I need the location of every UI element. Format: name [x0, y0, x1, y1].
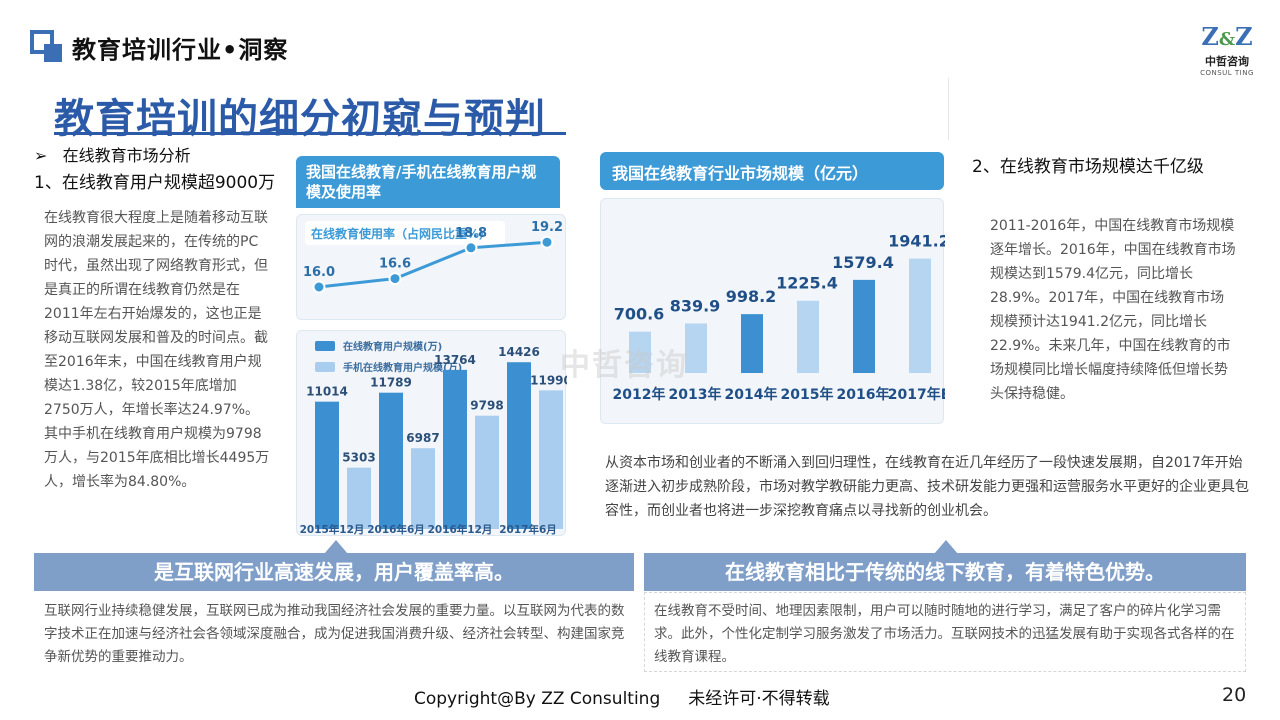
- market-scale-bar: [909, 258, 931, 373]
- watermark: 中哲咨询: [560, 348, 688, 383]
- brand-mark: Z&Z: [1201, 22, 1253, 51]
- reprint-notice: 未经许可·不得转载: [688, 689, 830, 709]
- user-scale-value: 5303: [342, 451, 375, 465]
- user-scale-tick: 2016年6月: [367, 523, 425, 536]
- infographic-b-header: 我国在线教育行业市场规模（亿元）: [600, 152, 944, 190]
- usage-rate-point: [540, 235, 554, 249]
- banner-right: 在线教育相比于传统的线下教育，有着特色优势。: [644, 553, 1246, 591]
- left-paragraph: 在线教育很大程度上是随着移动互联网的浪潮发展起来的，在传统的PC时代，虽然出现了…: [44, 210, 270, 490]
- market-scale-tick: 2015年: [781, 386, 834, 403]
- banner-left: 是互联网行业高速发展，用户覆盖率高。: [34, 553, 634, 591]
- usage-rate-point: [312, 280, 326, 294]
- main-title: 教育培训的细分初窥与预判: [54, 96, 546, 142]
- usage-rate-line-chart: 在线教育使用率（占网民比重%） 16.0 16.6 18.8 19.2: [303, 220, 563, 294]
- market-scale-tick: 2013年: [669, 386, 722, 403]
- market-scale-bar: [797, 300, 819, 373]
- user-scale-bar: [411, 448, 435, 529]
- market-scale-bar: [853, 279, 875, 373]
- user-scale-value: 11990: [530, 373, 567, 387]
- right-paragraph: 2011-2016年，中国在线教育市场规模逐年增长。2016年，中国在线教育市场…: [990, 218, 1236, 402]
- brand-name-cn: 中哲咨询: [1205, 55, 1249, 68]
- user-scale-tick: 2017年6月: [499, 523, 557, 536]
- user-scale-value: 9798: [470, 399, 503, 413]
- infographic-a-header: 我国在线教育/手机在线教育用户规模及使用率: [296, 156, 560, 208]
- usage-rate-title: 在线教育使用率（占网民比重%）: [311, 226, 491, 241]
- legend-swatch: [315, 362, 335, 372]
- brand-name-en: CONSUL TING: [1200, 69, 1254, 77]
- usage-rate-label: 19.2: [531, 220, 563, 235]
- brand-logo: Z&Z 中哲咨询 CONSUL TING: [1196, 22, 1258, 77]
- desc-right: 在线教育不受时间、地理因素限制，用户可以随时随地的进行学习，满足了客户的碎片化学…: [654, 603, 1235, 665]
- header-title: 教育培训行业•洞察: [72, 36, 289, 64]
- usage-rate-label: 16.6: [379, 257, 411, 272]
- legend-swatch: [315, 341, 335, 351]
- user-scale-bar: [443, 369, 467, 529]
- user-scale-value: 14426: [498, 345, 540, 359]
- user-scale-panel: 在线教育用户规模(万) 手机在线教育用户规模(万) 11014 5303 11789 69…: [296, 330, 572, 536]
- market-scale-tick: 2012年: [613, 386, 666, 403]
- market-scale-panel: 700.6 2012年 839.9 2013年 998.2 2014年 1225.4 2015…: [600, 198, 951, 424]
- user-scale-bar: [475, 415, 499, 529]
- market-scale-tick: 2016年: [837, 386, 890, 403]
- usage-rate-line: [318, 240, 548, 289]
- user-scale-axis-labels: 2015年12月 2016年6月 2016年12月 2017年6月: [300, 523, 557, 536]
- market-scale-bar: [741, 314, 763, 373]
- user-scale-tick: 2015年12月: [300, 523, 365, 536]
- title-underline: [54, 132, 566, 135]
- section1-title: 1、在线教育用户规模超9000万: [34, 173, 276, 193]
- usage-rate-point: [388, 272, 402, 286]
- arrow-bullet-icon: ➢: [34, 146, 48, 165]
- user-scale-bar: [539, 390, 563, 529]
- market-scale-value: 839.9: [670, 296, 721, 315]
- desc-right-box: [644, 592, 1246, 672]
- market-scale-tick: 2017年E: [888, 386, 945, 403]
- arrow-up-icon: [324, 540, 348, 554]
- market-scale-value: 998.2: [726, 287, 777, 306]
- user-scale-bar-chart: 在线教育用户规模(万) 手机在线教育用户规模(万) 11014 5303 11789 69…: [306, 340, 572, 529]
- page-number: 20: [1222, 684, 1247, 706]
- market-scale-bar: [685, 323, 707, 373]
- user-scale-bar: [507, 362, 531, 529]
- divider: [948, 78, 949, 140]
- user-scale-value: 11014: [306, 385, 348, 399]
- desc-left: 互联网行业持续稳健发展，互联网已成为推动我国经济社会发展的重要力量。以互联网为代…: [44, 603, 625, 665]
- market-scale-value: 1579.4: [832, 253, 894, 272]
- legend-label: 手机在线教育用户规模(万): [343, 361, 462, 374]
- legend-label: 在线教育用户规模(万): [343, 340, 442, 353]
- brand-squares-icon: [30, 30, 62, 62]
- user-scale-bar: [347, 467, 371, 529]
- market-scale-value: 1941.2: [888, 232, 945, 251]
- usage-rate-label: 18.8: [455, 226, 487, 241]
- user-scale-value: 13764: [434, 353, 476, 367]
- market-scale-value: 1225.4: [776, 274, 838, 293]
- user-scale-bar: [379, 392, 403, 529]
- middle-paragraph: 从资本市场和创业者的不断涌入到回归理性，在线教育在近几年经历了一段快速发展期，自…: [605, 455, 1249, 519]
- arrow-up-icon: [934, 540, 958, 554]
- user-scale-tick: 2016年12月: [428, 523, 493, 536]
- market-scale-tick: 2014年: [725, 386, 778, 403]
- market-scale-bar-chart: 700.6 2012年 839.9 2013年 998.2 2014年 1225.4 2015…: [613, 232, 951, 403]
- usage-rate-point: [464, 241, 478, 255]
- footer: Copyright@By ZZ Consulting 未经许可·不得转载: [414, 684, 830, 709]
- copyright: Copyright@By ZZ Consulting: [414, 689, 661, 709]
- usage-rate-panel: 在线教育使用率（占网民比重%） 16.0 16.6 18.8 19.2: [296, 214, 566, 320]
- user-scale-bar: [315, 401, 339, 529]
- user-scale-value: 6987: [406, 431, 439, 445]
- market-scale-value: 700.6: [614, 305, 665, 324]
- usage-rate-label: 16.0: [303, 265, 335, 280]
- bullet-heading: ➢ 在线教育市场分析: [34, 146, 191, 165]
- market-scale-bar: [629, 331, 651, 373]
- user-scale-value: 11789: [370, 376, 412, 390]
- section2-title: 2、在线教育市场规模达千亿级: [972, 157, 1204, 177]
